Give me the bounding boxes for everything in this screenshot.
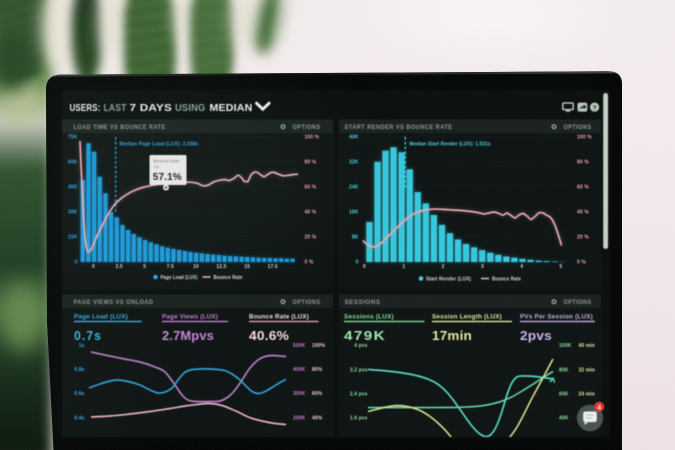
svg-text:40 %: 40 % [577, 209, 589, 215]
svg-text:100 %: 100 % [577, 134, 592, 140]
svg-text:17min: 17min [432, 328, 472, 343]
svg-text:5: 5 [560, 264, 563, 270]
svg-text:OPTIONS: OPTIONS [564, 124, 592, 131]
svg-text:0: 0 [75, 259, 78, 265]
svg-text:24K: 24K [349, 184, 359, 190]
svg-text:?: ? [593, 105, 597, 112]
svg-text:60%: 60% [312, 391, 323, 397]
svg-text:0.8s: 0.8s [74, 367, 84, 373]
svg-text:100 %: 100 % [305, 134, 320, 140]
svg-text:200K: 200K [293, 415, 306, 421]
svg-text:60 %: 60 % [577, 184, 589, 190]
svg-text:7 DAYS: 7 DAYS [130, 102, 173, 114]
svg-text:15K: 15K [68, 234, 78, 240]
svg-text:2.4 pvs: 2.4 pvs [350, 392, 368, 398]
svg-text:16K: 16K [349, 209, 359, 215]
svg-text:32 min: 32 min [579, 368, 595, 374]
svg-text:40K: 40K [349, 134, 359, 140]
svg-text:Page Load (LUX): Page Load (LUX) [161, 275, 198, 281]
svg-text:60K: 60K [559, 392, 569, 398]
svg-text:SESSIONS: SESSIONS [345, 299, 381, 306]
svg-text:57.1%: 57.1% [153, 172, 182, 183]
svg-text:4 pvs: 4 pvs [354, 343, 367, 349]
svg-text:40K: 40K [559, 416, 569, 422]
svg-text:100%: 100% [312, 343, 326, 349]
svg-text:75K: 75K [68, 134, 78, 140]
svg-text:45K: 45K [68, 184, 78, 190]
svg-text:2pvs: 2pvs [520, 328, 552, 343]
svg-text:12.5: 12.5 [216, 264, 226, 270]
svg-text:100K: 100K [559, 343, 572, 349]
svg-text:OPTIONS: OPTIONS [293, 299, 321, 306]
svg-text:0: 0 [363, 264, 366, 270]
svg-text:2.5: 2.5 [115, 264, 122, 270]
svg-text:PAGE VIEWS VS ONLOAD: PAGE VIEWS VS ONLOAD [74, 299, 154, 306]
svg-text:0.7s: 0.7s [74, 328, 102, 343]
svg-text:40.6%: 40.6% [249, 328, 289, 343]
svg-text:2.7Mpvs: 2.7Mpvs [162, 328, 214, 343]
svg-text:1: 1 [402, 264, 405, 270]
svg-text:1.6 pvs: 1.6 pvs [350, 416, 368, 422]
svg-text:LAST: LAST [104, 102, 127, 114]
svg-text:Bounce Rate: Bounce Rate [214, 275, 243, 281]
svg-text:0.6s: 0.6s [74, 391, 84, 397]
svg-text:60K: 60K [68, 159, 78, 165]
svg-text:Sessions (LUX): Sessions (LUX) [344, 314, 394, 321]
svg-text:Bounce Rate: Bounce Rate [492, 277, 521, 283]
svg-text:Bounce Rate (LUX): Bounce Rate (LUX) [249, 314, 309, 321]
svg-text:80 %: 80 % [577, 159, 589, 165]
svg-text:3: 3 [481, 264, 484, 270]
svg-text:40 %: 40 % [305, 209, 317, 215]
svg-text:Start Render (LUX): Start Render (LUX) [426, 277, 471, 283]
svg-text:20 %: 20 % [577, 234, 589, 240]
svg-text:30K: 30K [68, 209, 78, 215]
svg-text:0 %: 0 % [577, 259, 586, 265]
svg-text:10: 10 [193, 264, 199, 270]
svg-text:400K: 400K [293, 367, 306, 373]
svg-text:15: 15 [244, 264, 250, 270]
svg-text:80 %: 80 % [305, 159, 317, 165]
svg-text:1s: 1s [79, 343, 85, 349]
svg-text:32K: 32K [349, 159, 359, 165]
svg-text:LOAD TIME VS BOUNCE RATE: LOAD TIME VS BOUNCE RATE [74, 124, 166, 131]
svg-text:80K: 80K [559, 368, 569, 374]
svg-text:0.4s: 0.4s [74, 415, 84, 421]
svg-text:479K: 479K [344, 328, 386, 343]
svg-text:0 %: 0 % [305, 259, 314, 265]
svg-text:Session Length (LUX): Session Length (LUX) [432, 314, 502, 321]
svg-text:OPTIONS: OPTIONS [564, 299, 592, 306]
svg-text:300K: 300K [293, 391, 306, 397]
svg-text:2: 2 [442, 264, 445, 270]
svg-text:4: 4 [597, 404, 601, 411]
svg-text:7s: 7s [154, 165, 160, 171]
svg-text:20 %: 20 % [305, 234, 317, 240]
svg-text:MEDIAN: MEDIAN [210, 102, 253, 114]
svg-text:8K: 8K [352, 234, 359, 240]
svg-text:PVs Per Session (LUX): PVs Per Session (LUX) [520, 314, 593, 321]
svg-text:START RENDER VS BOUNCE RATE: START RENDER VS BOUNCE RATE [345, 124, 453, 131]
svg-text:60 %: 60 % [305, 184, 317, 190]
svg-text:USING: USING [175, 102, 206, 114]
svg-text:40 min: 40 min [579, 343, 595, 349]
svg-text:Page Load (LUX): Page Load (LUX) [74, 314, 128, 321]
svg-text:80%: 80% [312, 367, 323, 373]
svg-text:0: 0 [356, 259, 359, 265]
svg-text:24 min: 24 min [579, 392, 595, 398]
svg-text:OPTIONS: OPTIONS [293, 124, 321, 131]
svg-text:3.2 pvs: 3.2 pvs [350, 368, 368, 374]
svg-text:Page Views (LUX): Page Views (LUX) [162, 314, 218, 321]
svg-text:500K: 500K [293, 343, 306, 349]
svg-text:USERS:: USERS: [70, 102, 101, 114]
svg-text:0: 0 [92, 264, 95, 270]
svg-text:Median Page Load (LUX): 2.058s: Median Page Load (LUX): 2.058s [120, 142, 199, 148]
svg-text:7.5: 7.5 [167, 264, 174, 270]
svg-text:40%: 40% [312, 415, 323, 421]
svg-text:17.5: 17.5 [268, 264, 278, 270]
svg-text:5: 5 [143, 264, 146, 270]
svg-text:Median Start Render (LUX): 1.0: Median Start Render (LUX): 1.031s [410, 142, 491, 148]
svg-text:Bounce Rate: Bounce Rate [154, 159, 180, 165]
svg-text:4: 4 [520, 264, 523, 270]
